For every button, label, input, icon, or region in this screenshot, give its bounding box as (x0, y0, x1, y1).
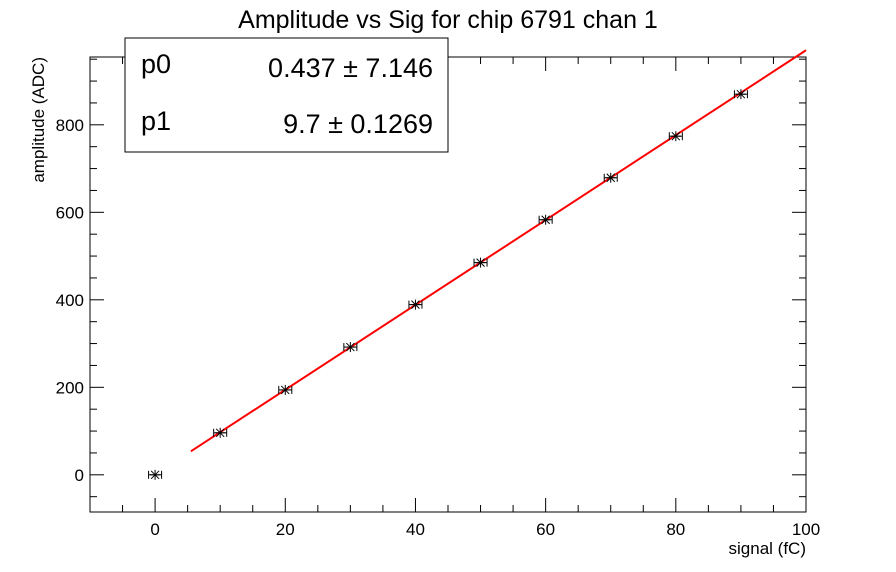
marker-stroke (280, 385, 290, 395)
y-tick-label: 600 (56, 203, 84, 222)
data-point (538, 214, 553, 225)
data-point (148, 469, 163, 480)
x-tick-label: 100 (792, 520, 820, 539)
data-point (213, 427, 228, 438)
data-point (278, 384, 293, 395)
data-points (148, 89, 748, 480)
data-point (668, 131, 683, 142)
y-tick-label: 0 (75, 466, 84, 485)
chart-title: Amplitude vs Sig for chip 6791 chan 1 (238, 6, 658, 34)
y-axis: 0 200 400 600 800 (56, 58, 806, 498)
marker-stroke (476, 258, 485, 267)
x-tick-label: 0 (150, 520, 159, 539)
data-point (343, 342, 358, 353)
x-tick-label: 40 (406, 520, 425, 539)
data-point (408, 299, 423, 310)
marker-stroke (411, 300, 420, 309)
marker-stroke (671, 131, 681, 141)
y-tick-label: 400 (56, 291, 84, 310)
x-tick-label: 80 (666, 520, 685, 539)
y-tick-label: 200 (56, 378, 84, 397)
data-point (603, 172, 618, 183)
marker-stroke (541, 215, 550, 225)
x-tick-label: 60 (536, 520, 555, 539)
fit-parameters-box: p0 0.437 ± 7.146 p1 9.7 ± 0.1269 (124, 37, 449, 153)
marker-stroke (606, 173, 616, 183)
marker-stroke (736, 89, 746, 99)
p0-label: p0 (141, 49, 171, 79)
x-tick-label: 20 (276, 520, 295, 539)
marker-stroke (215, 428, 225, 438)
data-point (733, 89, 748, 100)
fit-line (190, 49, 807, 453)
y-tick-label: 800 (56, 116, 84, 135)
p0-value: 0.437 ± 7.146 (268, 53, 433, 83)
y-axis-label: amplitude (ADC) (29, 57, 48, 183)
fit-layer (190, 49, 807, 453)
p1-value: 9.7 ± 0.1269 (283, 109, 433, 139)
marker-stroke (150, 470, 160, 480)
fit-parameters-frame (124, 37, 449, 153)
marker-stroke (346, 342, 355, 352)
data-point (473, 257, 488, 268)
x-axis-label: signal (fC) (729, 539, 806, 558)
p1-label: p1 (141, 106, 171, 136)
